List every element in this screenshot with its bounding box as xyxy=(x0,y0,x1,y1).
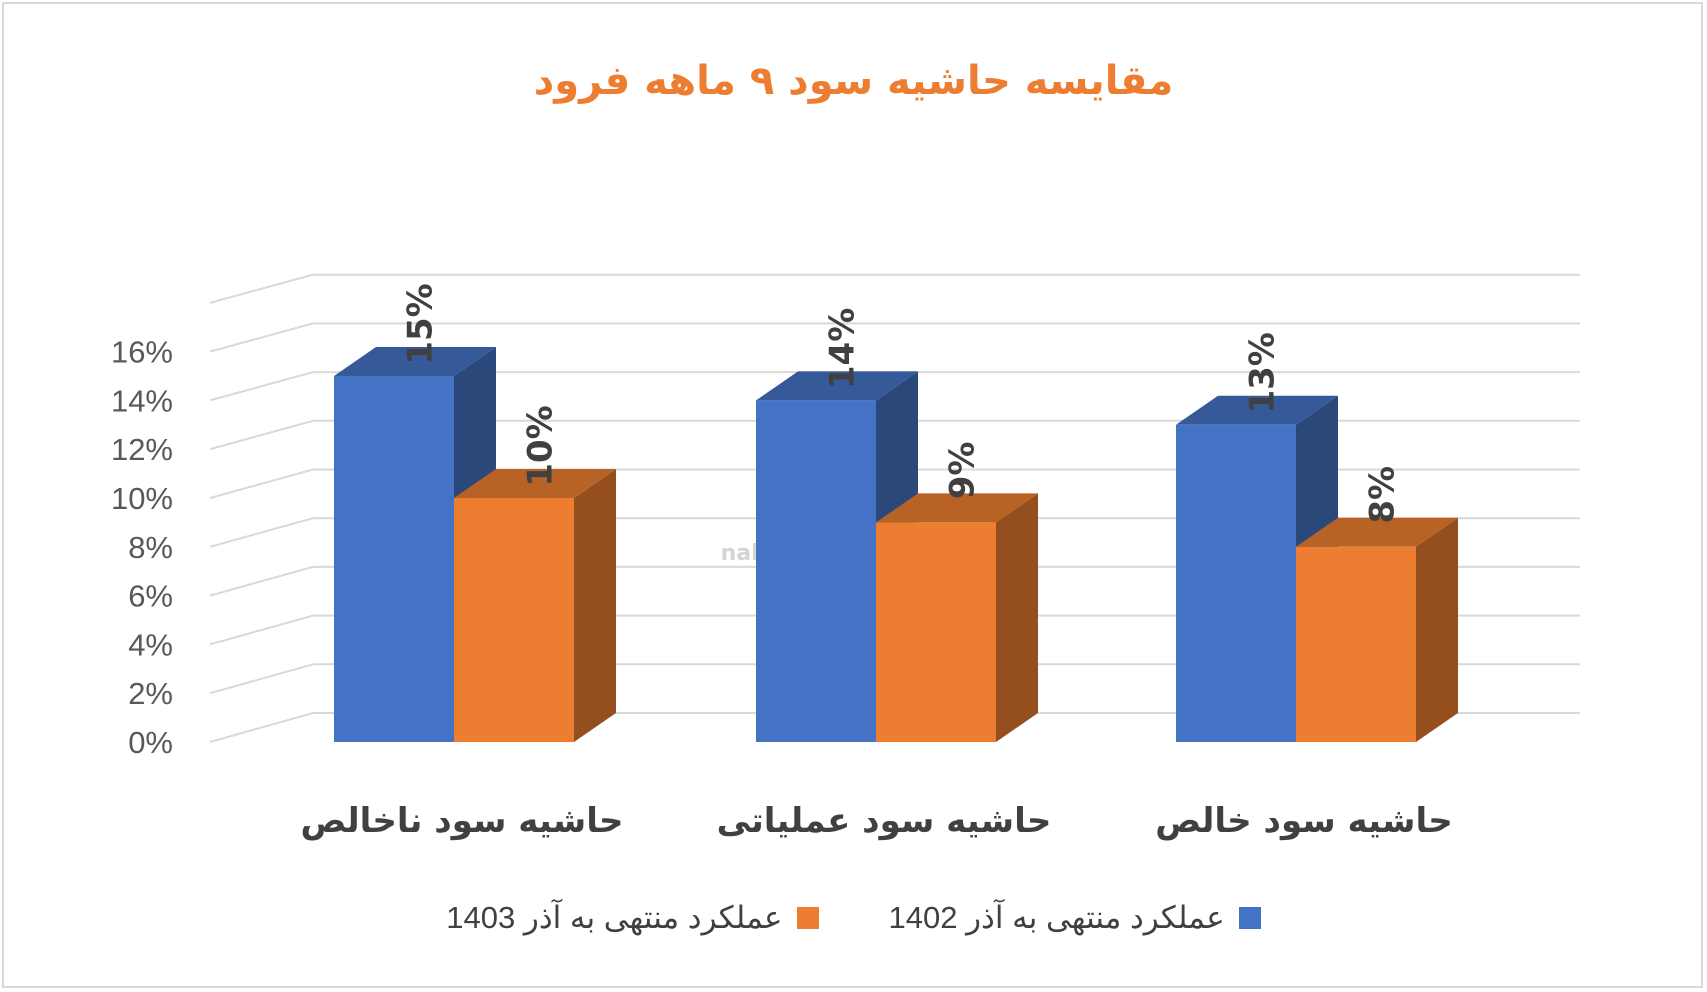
bar-side xyxy=(1416,517,1458,742)
legend-label-1402: عملکرد منتهی به آذر 1402 xyxy=(888,900,1225,935)
gridline-diagonal xyxy=(209,419,314,451)
y-tick-label: 14% xyxy=(111,383,173,418)
bar-top xyxy=(876,493,1038,523)
bar-side xyxy=(996,493,1038,742)
gridline-diagonal xyxy=(209,663,314,695)
legend-swatch-1402 xyxy=(1238,907,1261,929)
data-label: 8% xyxy=(1363,466,1403,524)
y-tick-label: 0% xyxy=(128,725,173,760)
data-label: 10% xyxy=(521,405,561,486)
bar-top xyxy=(1176,395,1338,425)
legend-item-1402: عملکرد منتهی به آذر 1402 xyxy=(889,900,1261,936)
gridline-diagonal xyxy=(209,712,314,743)
gridline-diagonal xyxy=(209,517,314,548)
gridline-diagonal xyxy=(209,322,314,353)
bar-top xyxy=(756,371,918,401)
bar xyxy=(454,498,574,742)
y-tick-label: 6% xyxy=(128,579,173,614)
data-label: 14% xyxy=(823,308,863,389)
bar xyxy=(876,522,996,742)
category-label: حاشیه سود ناخالص xyxy=(300,801,623,841)
bar-top xyxy=(454,469,616,498)
chart-title: مقایسه حاشیه سود ۹ ماهه فرود xyxy=(533,58,1174,104)
y-tick-label: 4% xyxy=(128,627,173,662)
bar xyxy=(1176,424,1296,742)
y-tick-label: 2% xyxy=(128,676,173,711)
data-label: 13% xyxy=(1243,332,1283,413)
legend-item-1403: عملکرد منتهی به آذر 1403 xyxy=(446,900,819,936)
bar-side xyxy=(574,469,616,742)
category-label: حاشیه سود عملیاتی xyxy=(717,801,1052,841)
legend: عملکرد منتهی به آذر 1402 عملکرد منتهی به… xyxy=(0,900,1707,936)
legend-swatch-1403 xyxy=(796,907,819,929)
gridline-diagonal xyxy=(209,273,314,304)
data-label: 9% xyxy=(943,442,983,500)
gridline-diagonal xyxy=(209,614,314,646)
category-label: حاشیه سود خالص xyxy=(1155,801,1453,841)
gridline-diagonal xyxy=(209,468,314,499)
legend-label-1403: عملکرد منتهی به آذر 1403 xyxy=(446,900,783,935)
data-label: 15% xyxy=(401,283,441,364)
y-tick-label: 8% xyxy=(128,530,173,565)
bar-top xyxy=(1296,517,1458,547)
bar xyxy=(334,376,454,742)
gridline-diagonal xyxy=(209,565,314,597)
bar xyxy=(1296,546,1416,742)
y-tick-label: 16% xyxy=(111,335,173,370)
bar xyxy=(756,400,876,742)
y-tick-label: 10% xyxy=(111,481,173,516)
bar-top xyxy=(334,347,496,376)
y-tick-label: 12% xyxy=(111,432,173,467)
gridline-diagonal xyxy=(209,371,314,402)
